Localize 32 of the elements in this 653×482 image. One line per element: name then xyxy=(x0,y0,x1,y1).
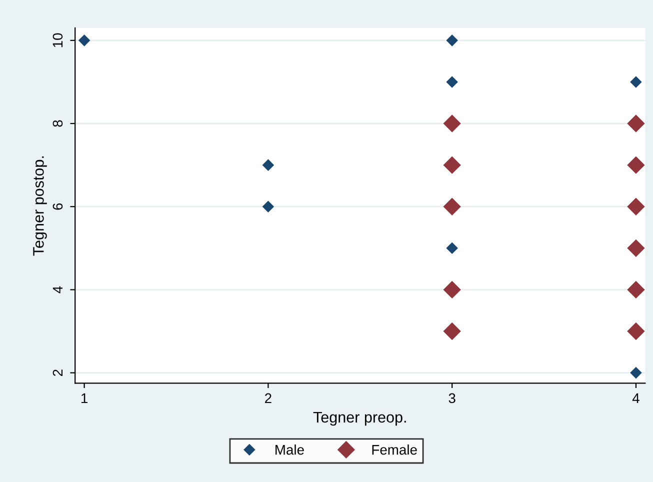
x-tick-label: 4 xyxy=(632,393,640,403)
y-tick-label: 2 xyxy=(52,370,62,376)
point xyxy=(630,367,642,378)
x-tick-label: 1 xyxy=(81,393,88,403)
point xyxy=(630,76,642,88)
y-tick-label: 10 xyxy=(52,33,63,48)
x-tick-label: 3 xyxy=(448,393,456,404)
point xyxy=(444,114,461,132)
point xyxy=(262,159,274,171)
y-tick-label: 8 xyxy=(52,120,63,127)
point xyxy=(446,242,458,254)
y-tick-label: 6 xyxy=(52,203,63,210)
point xyxy=(444,322,461,340)
point xyxy=(627,156,645,174)
legend-label: Male xyxy=(276,444,304,455)
point xyxy=(446,34,458,46)
x-axis-title: Tegner preop. xyxy=(313,412,406,426)
point xyxy=(446,76,458,88)
point xyxy=(444,198,461,216)
point xyxy=(627,114,645,132)
point xyxy=(627,322,645,340)
point xyxy=(444,281,461,298)
point xyxy=(627,281,645,298)
legend-label: Female xyxy=(372,444,417,455)
y-axis-title: Tegner postop. xyxy=(33,156,47,256)
y-tick-label: 4 xyxy=(52,286,62,294)
point xyxy=(262,201,274,212)
point xyxy=(78,34,90,46)
point xyxy=(627,198,645,216)
point xyxy=(444,156,461,174)
point xyxy=(627,240,645,257)
x-tick-label: 2 xyxy=(265,393,272,403)
